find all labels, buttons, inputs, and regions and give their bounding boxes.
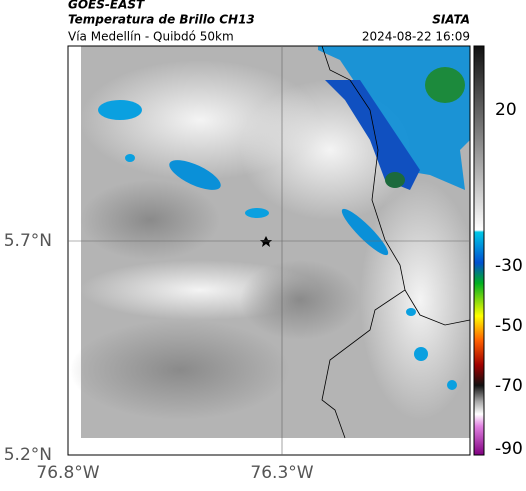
colorbar-tick: -70 xyxy=(495,376,523,396)
satellite-image xyxy=(70,45,480,439)
colorbar-tick: -30 xyxy=(495,256,523,276)
colorbar: 20 -30 -50 -70 -90 xyxy=(473,45,523,459)
timestamp: 2024-08-22 16:09 xyxy=(362,30,470,44)
subtitle: Temperatura de Brillo CH13 xyxy=(68,13,255,27)
y-tick-label: 5.2°N xyxy=(4,445,52,465)
x-tick-label: 76.3°W xyxy=(250,463,313,483)
y-tick-label: 5.7°N xyxy=(4,231,52,251)
source: SIATA xyxy=(432,13,470,27)
axes: 76.8°W 76.3°W 5.7°N 5.2°N xyxy=(4,45,471,483)
x-tick-label: 76.8°W xyxy=(36,463,99,483)
colorbar-tick: -50 xyxy=(495,316,523,336)
title: GOES-EAST xyxy=(68,0,145,12)
route: Vía Medellín - Quibdó 50km xyxy=(68,30,234,44)
colorbar-tick: 20 xyxy=(495,100,517,120)
colorbar-tick: -90 xyxy=(495,439,523,459)
